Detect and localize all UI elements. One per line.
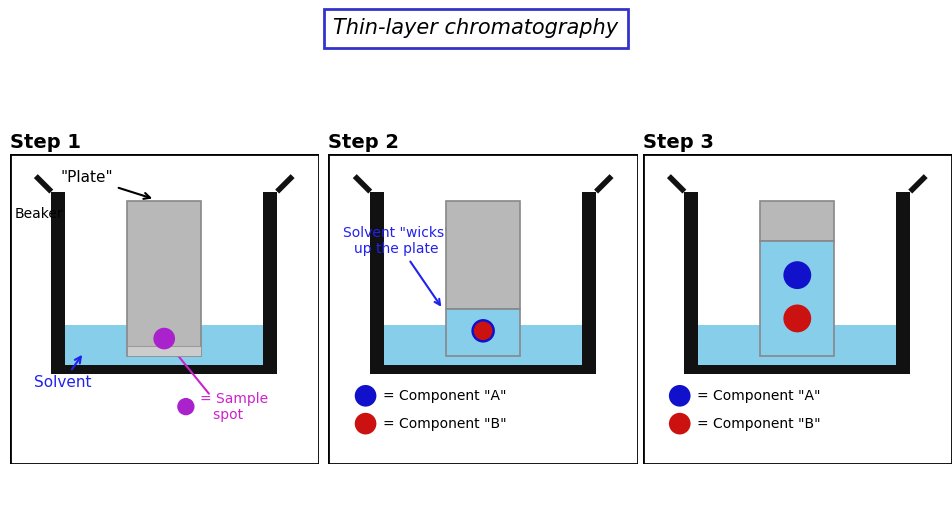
Bar: [582, 192, 596, 365]
Text: Step 1: Step 1: [10, 133, 81, 151]
Circle shape: [783, 304, 811, 332]
Text: Step 3: Step 3: [643, 133, 713, 151]
Bar: [446, 309, 520, 356]
Circle shape: [355, 385, 376, 407]
Text: Solvent "wicks"
up the plate: Solvent "wicks" up the plate: [343, 226, 450, 305]
Text: = Component "A": = Component "A": [383, 389, 506, 403]
Circle shape: [177, 398, 194, 416]
Text: Solvent: Solvent: [34, 357, 91, 389]
Bar: [370, 192, 384, 365]
Circle shape: [474, 322, 492, 340]
Bar: [51, 192, 66, 365]
Bar: [760, 201, 834, 241]
Text: = Component "B": = Component "B": [383, 417, 506, 431]
Text: = Component "B": = Component "B": [697, 417, 821, 431]
Bar: [684, 365, 910, 374]
Text: "Plate": "Plate": [61, 170, 150, 199]
Bar: [897, 192, 910, 365]
Text: = Component "A": = Component "A": [697, 389, 821, 403]
Text: Step 2: Step 2: [328, 133, 400, 151]
Bar: [263, 192, 277, 365]
Circle shape: [471, 319, 495, 343]
Bar: [760, 241, 834, 356]
Bar: [699, 325, 897, 365]
Circle shape: [355, 413, 376, 434]
Circle shape: [669, 385, 690, 407]
Bar: [65, 325, 263, 365]
Text: = Sample
   spot: = Sample spot: [200, 391, 268, 422]
Circle shape: [783, 261, 811, 289]
Bar: [384, 325, 582, 365]
Bar: [370, 365, 596, 374]
Bar: [128, 346, 202, 356]
Circle shape: [153, 328, 175, 350]
Bar: [446, 201, 520, 309]
Circle shape: [669, 413, 690, 434]
Text: Thin-layer chromatography: Thin-layer chromatography: [333, 18, 619, 38]
Text: Beaker: Beaker: [14, 207, 63, 221]
Bar: [684, 192, 699, 365]
Bar: [51, 365, 277, 374]
Bar: [128, 201, 202, 356]
